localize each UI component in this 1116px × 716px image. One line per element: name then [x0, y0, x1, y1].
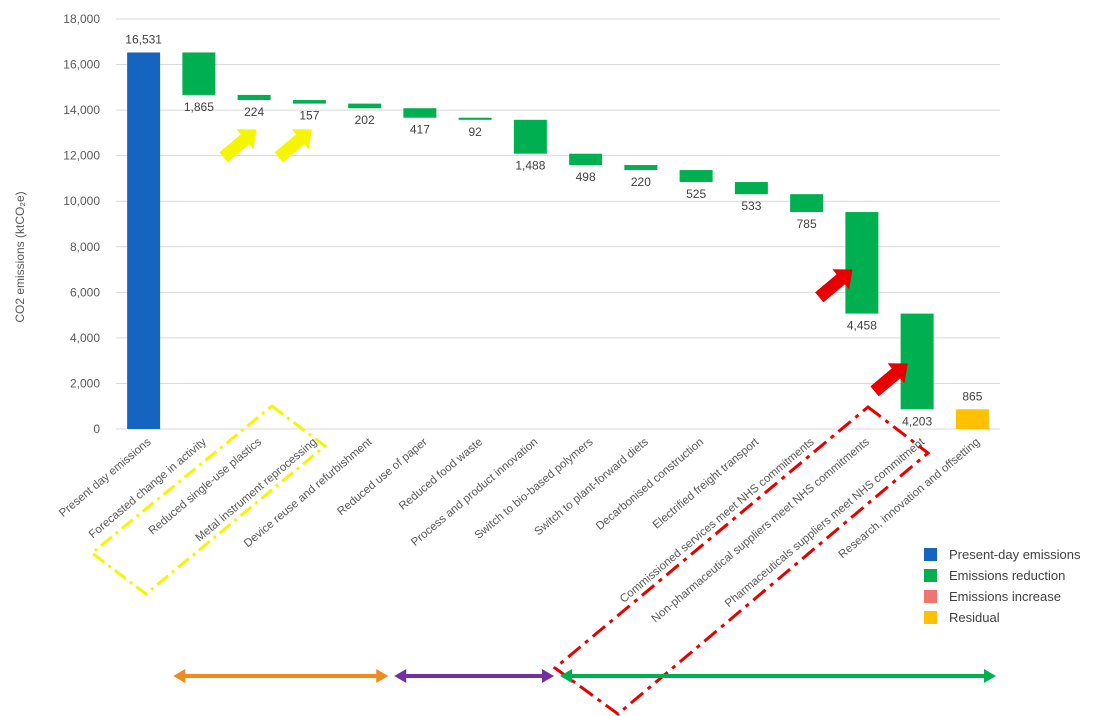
value-label-pharmaceuticals-suppliers-meet-nhs-commitment: 4,203: [902, 414, 932, 428]
red-arrow-icon: [870, 363, 908, 397]
legend-item-residual: Residual: [924, 607, 1114, 628]
yellow-arrow-icon: [274, 129, 312, 163]
yellow-arrow-icon: [219, 129, 257, 163]
x-tick-label: Pharmaceuticals suppliers meet NHS commi…: [723, 436, 928, 610]
value-label-electrified-freight-transport: 533: [741, 199, 761, 213]
value-label-reduced-use-of-paper: 417: [410, 123, 430, 137]
bar-device-reuse-and-refurbishment: [348, 103, 382, 109]
y-tick-label: 4,000: [70, 331, 100, 345]
bar-metal-instrument-reprocessing: [292, 100, 326, 104]
x-tick-label: Decarbonised construction: [594, 436, 706, 533]
legend-item-increase: Emissions increase: [924, 586, 1114, 607]
legend-swatch-present: [924, 548, 937, 561]
value-label-process-and-product-innovation: 1,488: [515, 159, 545, 173]
legend-item-present: Present-day emissions: [924, 544, 1114, 565]
bar-switch-to-bio-based-polymers: [569, 153, 603, 166]
value-label-reduced-single-use-plastics: 224: [244, 105, 264, 119]
bar-pharmaceuticals-suppliers-meet-nhs-commitment: [900, 313, 934, 410]
legend-swatch-reduction: [924, 569, 937, 582]
bar-electrified-freight-transport: [734, 182, 768, 195]
legend: Present-day emissions Emissions reductio…: [924, 544, 1114, 628]
group-arrow-1: [173, 669, 389, 683]
annotations: [89, 129, 996, 716]
value-label-research-innovation-and-offsetting: 865: [962, 389, 982, 403]
bar-commissioned-services-meet-nhs-commitments: [790, 194, 824, 213]
data-labels: 16,531 1,865 224 157 202 417 92 1,488 498 220 525 5…: [125, 32, 982, 428]
x-tick-label: Switch to bio-based polymers: [473, 436, 596, 542]
value-label-switch-to-plant-forward-diets: 220: [631, 175, 651, 189]
x-tick-label: Reduced single-use plastics: [147, 436, 265, 537]
y-tick-label: 2,000: [70, 376, 100, 390]
y-tick-label: 10,000: [63, 194, 100, 208]
legend-swatch-increase: [924, 590, 937, 603]
x-tick-label: Commissioned services meet NHS commitmen…: [618, 436, 817, 606]
bar-present-day-emissions: [127, 52, 161, 429]
x-tick-label: Present day emissions: [57, 436, 154, 520]
y-axis-label: CO2 emissions (ktCO₂e): [13, 191, 27, 322]
group-arrow-3: [560, 669, 996, 683]
y-axis-ticks: 0 2,000 4,000 6,000 8,000 10,000 12,000 14,000 1…: [63, 12, 100, 436]
value-label-decarbonised-construction: 525: [686, 187, 706, 201]
value-label-reduced-food-waste: 92: [468, 125, 482, 139]
bar-process-and-product-innovation: [513, 119, 547, 154]
legend-swatch-residual: [924, 611, 937, 624]
value-label-switch-to-bio-based-polymers: 498: [576, 170, 596, 184]
x-tick-label: Forecasted change in activity: [87, 436, 209, 541]
y-tick-label: 14,000: [63, 103, 100, 117]
y-tick-label: 12,000: [63, 149, 100, 163]
bar-switch-to-plant-forward-diets: [624, 165, 658, 171]
bar-reduced-single-use-plastics: [237, 94, 271, 101]
legend-label-present: Present-day emissions: [949, 547, 1081, 562]
gridlines: [116, 18, 1000, 430]
red-dashed-box: [552, 405, 931, 716]
value-label-commissioned-services-meet-nhs-commitments: 785: [797, 217, 817, 231]
x-tick-label: Electrified freight transport: [651, 436, 762, 532]
legend-item-reduction: Emissions reduction: [924, 565, 1114, 586]
bar-decarbonised-construction: [679, 170, 713, 183]
bar-reduced-use-of-paper: [403, 108, 437, 118]
bar-reduced-food-waste: [458, 117, 492, 120]
bar-forecasted-change-in-activity: [182, 52, 216, 95]
bars: [127, 52, 989, 429]
red-arrow-icon: [815, 269, 853, 303]
bar-non-pharmaceutical-suppliers-meet-nhs-commitments: [845, 212, 879, 314]
value-label-forecasted-change-in-activity: 1,865: [184, 100, 214, 114]
y-tick-label: 18,000: [63, 12, 100, 26]
y-tick-label: 0: [93, 422, 100, 436]
x-tick-label: Reduced use of paper: [335, 436, 430, 518]
legend-label-reduction: Emissions reduction: [949, 568, 1066, 583]
group-arrow-2: [394, 669, 554, 683]
legend-label-residual: Residual: [949, 610, 1000, 625]
x-tick-label: Switch to plant-forward diets: [532, 436, 651, 538]
value-label-present-day-emissions: 16,531: [125, 32, 162, 46]
value-label-non-pharmaceutical-suppliers-meet-nhs-commitments: 4,458: [847, 319, 877, 333]
y-tick-label: 16,000: [63, 58, 100, 72]
y-tick-label: 8,000: [70, 240, 100, 254]
yellow-dashed-box: [89, 404, 328, 596]
legend-label-increase: Emissions increase: [949, 589, 1061, 604]
value-label-device-reuse-and-refurbishment: 202: [355, 113, 375, 127]
bar-research-innovation-and-offsetting: [955, 409, 989, 429]
value-label-metal-instrument-reprocessing: 157: [299, 109, 319, 123]
y-tick-label: 6,000: [70, 285, 100, 299]
